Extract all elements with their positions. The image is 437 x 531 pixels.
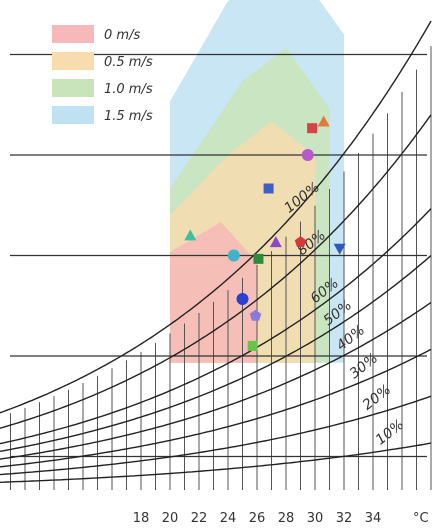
data-point-circle: [227, 249, 240, 262]
legend-swatch: [52, 79, 94, 97]
legend-swatch: [52, 25, 94, 43]
x-tick-label: 30: [307, 511, 324, 526]
rh-curve-100: [0, 20, 432, 414]
x-tick-label: 28: [278, 511, 295, 526]
x-axis-ticks: 18 20 22 24 26 28 30 32 34: [133, 511, 382, 526]
data-point-square: [307, 123, 318, 134]
data-point-pentagon: [294, 236, 307, 247]
legend-swatch: [52, 106, 94, 124]
legend: 0 m/s 0.5 m/s 1.0 m/s 1.5 m/s: [52, 25, 153, 124]
x-tick-label: 20: [162, 511, 179, 526]
data-point-triangle: [269, 236, 282, 248]
x-tick-label: 18: [133, 511, 150, 526]
chart-grid: [10, 46, 432, 490]
x-axis-unit: °C: [413, 511, 429, 526]
legend-label: 1.5 m/s: [104, 109, 153, 124]
data-points: [184, 115, 346, 351]
relative-humidity-curves: [0, 20, 432, 483]
data-point-pentagon: [249, 309, 262, 321]
legend-swatch: [52, 52, 94, 70]
legend-label: 0 m/s: [104, 28, 140, 43]
rh-curve-80: [0, 114, 432, 429]
rh-curve-20: [0, 395, 432, 476]
data-point-triangle: [317, 115, 330, 127]
rh-curve-60: [0, 208, 432, 445]
data-point-circle: [236, 293, 249, 306]
x-tick-label: 24: [220, 511, 237, 526]
data-point-triangle: [184, 229, 197, 241]
data-point-triangle-down: [333, 243, 346, 255]
data-point-square: [253, 253, 264, 264]
rh-label-30: 30%: [347, 350, 381, 382]
legend-label: 0.5 m/s: [104, 55, 153, 70]
data-point-square: [247, 340, 258, 351]
rh-curve-30: [0, 348, 432, 468]
x-tick-label: 22: [191, 511, 208, 526]
rh-curve-10: [0, 442, 432, 483]
data-point-circle: [301, 149, 314, 161]
data-point-square: [263, 183, 274, 194]
legend-label: 1.0 m/s: [104, 82, 153, 97]
rh-curve-50: [0, 254, 432, 453]
rh-label-20: 20%: [360, 382, 394, 414]
x-tick-label: 26: [249, 511, 266, 526]
x-tick-label: 32: [336, 511, 353, 526]
x-tick-label: 34: [365, 511, 382, 526]
rh-curve-40: [0, 301, 432, 460]
